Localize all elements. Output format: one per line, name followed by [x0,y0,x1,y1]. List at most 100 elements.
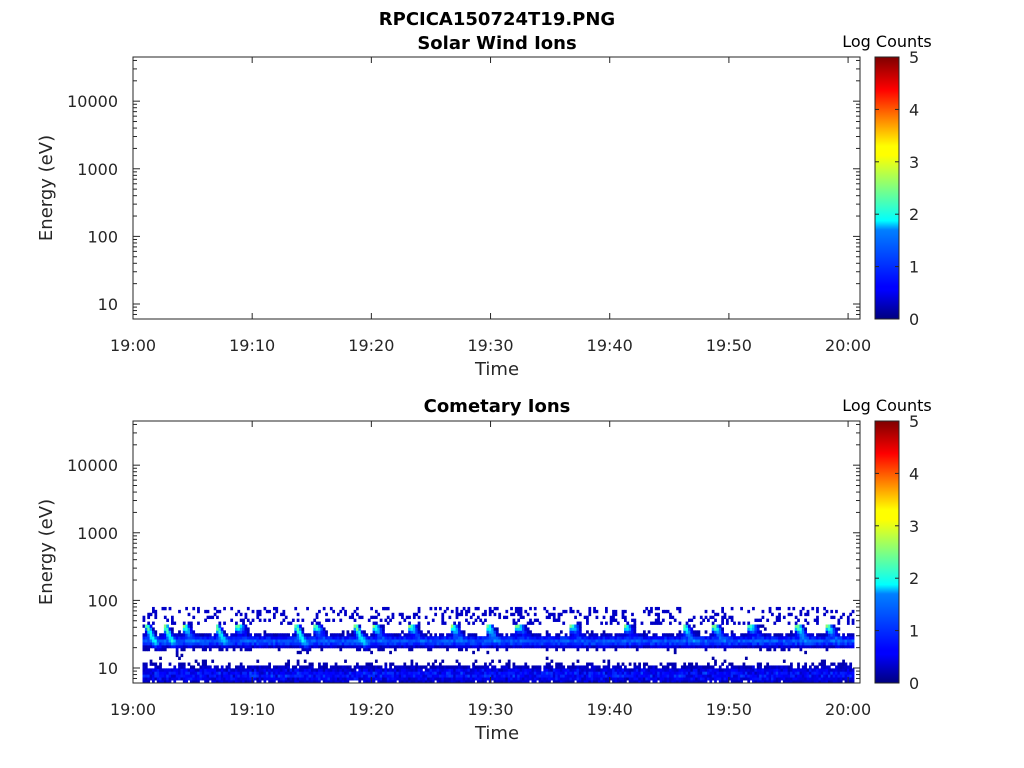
heatmap-cell [673,680,677,683]
heatmap-cell [301,665,305,669]
heatmap-cell [265,674,269,678]
heatmap-cell [849,668,853,672]
heatmap-cell [711,630,715,634]
heatmap-cell [730,665,734,669]
heatmap-cell [645,674,649,678]
heatmap-cell [422,636,426,640]
heatmap-cell [697,671,701,675]
heatmap-cell [163,630,167,634]
heatmap-cell [296,644,300,649]
heatmap-cell [586,647,589,652]
heatmap-cell [163,606,167,611]
heatmap-cell [223,674,226,678]
heatmap-cell [344,668,347,672]
heatmap-cell [808,665,812,669]
heatmap-cell [476,615,480,620]
heatmap-cell [346,668,350,672]
heatmap-cell [486,650,490,655]
heatmap-cell [408,665,411,669]
heatmap-cell [733,642,736,646]
heatmap-cell [669,639,672,643]
heatmap-cell [194,642,198,646]
heatmap-cell [688,671,691,675]
heatmap-cell [299,636,302,640]
heatmap-cell [417,644,421,649]
heatmap-cell [327,639,331,643]
heatmap-cell [272,636,276,640]
heatmap-cell [453,671,456,675]
heatmap-cell [495,630,499,634]
x-tick-label: 19:30 [467,700,513,719]
heatmap-cell [657,621,660,625]
heatmap-cell [794,674,798,678]
heatmap-cell [204,680,207,683]
heatmap-cell [417,630,421,634]
heatmap-cell [730,636,734,640]
heatmap-cell [410,630,414,634]
heatmap-cell [768,677,772,681]
heatmap-cell [721,606,724,611]
heatmap-cell [514,606,518,611]
heatmap-cell [614,636,618,640]
heatmap-cell [536,639,539,643]
heatmap-cell [220,627,224,631]
heatmap-cell [545,636,549,640]
heatmap-cell [813,671,817,675]
heatmap-cell [493,674,497,678]
heatmap-cell [832,674,836,678]
heatmap-cell [723,659,727,663]
heatmap-cell [498,615,502,620]
heatmap-cell [187,624,191,628]
heatmap-cell [697,680,701,683]
heatmap-cell [545,639,549,643]
heatmap-cell [488,644,492,649]
heatmap-cell [519,644,523,649]
heatmap-cell [401,636,404,640]
heatmap-cell [552,674,556,678]
heatmap-cell [220,647,224,652]
heatmap-cell [723,633,727,637]
heatmap-cell [605,621,608,625]
heatmap-cell [166,618,170,622]
heatmap-cell [199,636,203,640]
heatmap-cell [792,606,796,611]
heatmap-cell [142,662,146,666]
heatmap-cell [256,615,260,620]
heatmap-cell [282,671,286,675]
heatmap-cell [595,615,599,620]
heatmap-cell [519,630,523,634]
heatmap-cell [545,644,549,649]
heatmap-cell [384,677,388,681]
heatmap-cell [208,674,212,678]
heatmap-cell [545,662,549,666]
heatmap-cell [623,674,627,678]
heatmap-cell [633,627,637,631]
heatmap-cell [244,630,248,634]
heatmap-cell [417,615,421,620]
heatmap-cell [239,665,243,669]
heatmap-cell [797,668,800,672]
heatmap-cell [187,612,191,617]
heatmap-cell [605,674,608,678]
heatmap-cell [170,630,174,634]
heatmap-cell [543,677,547,681]
heatmap-cell [386,671,390,675]
heatmap-cell [792,642,796,646]
heatmap-cell [813,680,817,683]
heatmap-cell [367,662,371,666]
heatmap-cell [408,615,411,620]
heatmap-cell [711,639,715,643]
heatmap-cell [434,612,438,617]
heatmap-cell [408,639,411,643]
heatmap-cell [246,665,250,669]
heatmap-cell [567,642,570,646]
heatmap-cell [590,677,594,681]
heatmap-cell [578,677,582,681]
heatmap-cell [142,618,146,622]
heatmap-cell [540,671,544,675]
heatmap-cell [657,612,660,617]
heatmap-cell [422,671,426,675]
heatmap-cell [284,633,288,637]
heatmap-cell [208,639,212,643]
heatmap-cell [439,662,442,666]
